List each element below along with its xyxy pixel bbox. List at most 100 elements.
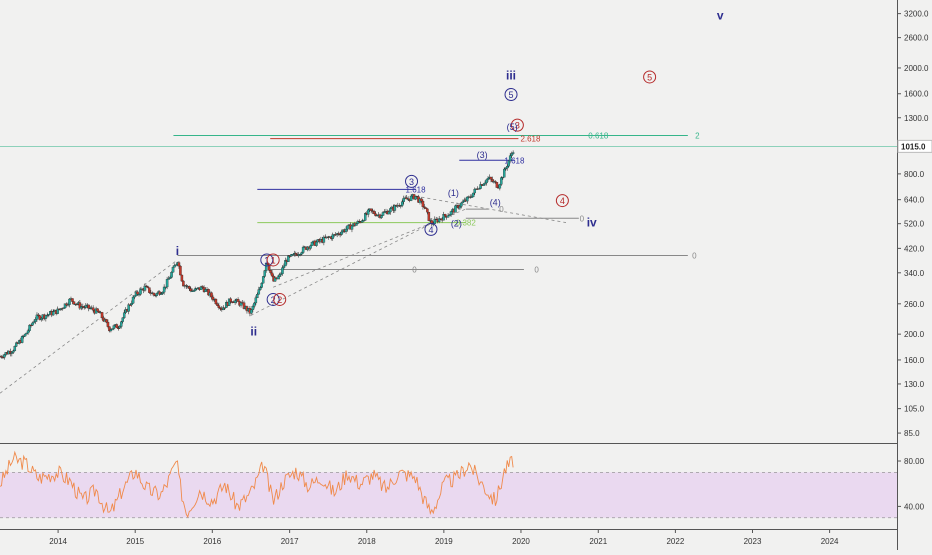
year-tick-label: 2024 — [821, 537, 839, 546]
candle-body — [269, 270, 272, 274]
candle-body — [430, 220, 434, 225]
candle-body — [291, 254, 295, 256]
candle-body — [162, 286, 166, 293]
wave-label: ii — [250, 324, 257, 338]
candle-body — [120, 321, 123, 327]
candle-body — [222, 307, 225, 311]
price-tick-label: 340.0 — [904, 269, 925, 278]
candle-body — [29, 324, 33, 327]
candle-body — [109, 329, 113, 332]
candle-body — [284, 260, 287, 267]
fib-level-label: 0 — [499, 205, 504, 214]
wave-label-circle — [273, 292, 287, 306]
candle-body — [35, 314, 39, 320]
candle-body — [437, 218, 441, 222]
fib-level-label: 0 — [534, 265, 539, 274]
fib-level-label: 0.618 — [588, 131, 609, 140]
candle-body — [72, 301, 76, 305]
fib-level-label: 1.618 — [504, 156, 525, 165]
candle-body — [223, 307, 227, 309]
candle-body — [185, 285, 188, 287]
candle-body — [122, 312, 126, 319]
candle-body — [477, 188, 481, 190]
candle-body — [192, 290, 195, 292]
candle-body — [356, 221, 360, 224]
candle-body — [130, 303, 133, 306]
candle-body — [259, 287, 262, 290]
candle-body — [112, 325, 116, 329]
wave-label: 1 — [271, 255, 276, 265]
rsi-line — [0, 450, 514, 519]
candle-body — [84, 305, 88, 308]
candle-body — [121, 317, 124, 322]
rsi-band — [0, 472, 897, 518]
price-tick-label: 640.0 — [904, 196, 925, 205]
candle-body — [371, 210, 374, 212]
candle-body — [364, 213, 367, 221]
candle-body — [199, 286, 203, 290]
candle-body — [47, 314, 51, 316]
candle-body — [173, 265, 176, 268]
candle-body — [346, 225, 349, 230]
wave-label: (4) — [490, 197, 501, 207]
candle-body — [115, 324, 119, 329]
candle-body — [137, 294, 141, 296]
candle-body — [294, 252, 298, 255]
candle-body — [393, 205, 397, 211]
candle-body — [491, 179, 494, 182]
candle-body — [362, 220, 366, 222]
candle-body — [503, 168, 506, 178]
trend-line — [0, 259, 178, 394]
price-tick-label: 520.0 — [904, 220, 925, 229]
candle-body — [159, 293, 163, 295]
candle-body — [26, 330, 30, 334]
year-tick-label: 2022 — [666, 537, 684, 546]
candle-body — [310, 241, 314, 246]
candle-body — [443, 214, 447, 217]
candle-body — [399, 205, 403, 207]
candle-body — [155, 293, 159, 296]
candle-body — [454, 205, 457, 213]
candle-body — [260, 282, 263, 288]
price-tick-label: 420.0 — [904, 244, 925, 253]
candle-body — [87, 304, 90, 309]
candle-body — [46, 314, 49, 316]
candle-body — [498, 184, 502, 189]
candle-body — [381, 212, 385, 216]
wave-label: 4 — [428, 225, 433, 235]
trend-line — [273, 208, 466, 288]
candle-body — [164, 286, 167, 288]
fib-level-label: 0.382 — [456, 219, 477, 228]
candle-body — [261, 276, 265, 284]
candle-body — [495, 182, 499, 188]
wave-label: (1) — [448, 188, 459, 198]
candle-body — [15, 342, 18, 347]
candle-body — [380, 215, 383, 218]
candle-body — [217, 305, 221, 308]
candle-body — [44, 315, 48, 319]
candle-body — [486, 178, 490, 181]
wave-label: 2 — [277, 295, 282, 305]
candle-body — [105, 319, 108, 323]
wave-label-circle — [266, 253, 280, 267]
candle-body — [483, 182, 487, 185]
candle-body — [97, 311, 101, 313]
candle-body — [170, 272, 173, 278]
candle-body — [402, 197, 405, 202]
candle-body — [161, 292, 164, 294]
candle-body — [446, 215, 450, 218]
candle-body — [167, 278, 170, 280]
candle-body — [276, 276, 280, 280]
candle-body — [282, 265, 286, 268]
year-tick-label: 2020 — [512, 537, 530, 546]
fib-level-label: 1.618 — [406, 185, 427, 194]
price-tick-label: 1300.0 — [904, 114, 929, 123]
candle-body — [188, 286, 191, 289]
candle-body — [214, 299, 218, 305]
candle-body — [372, 211, 376, 214]
candle-body — [1, 356, 5, 359]
year-tick-label: 2015 — [126, 537, 144, 546]
candle-body — [180, 274, 184, 282]
